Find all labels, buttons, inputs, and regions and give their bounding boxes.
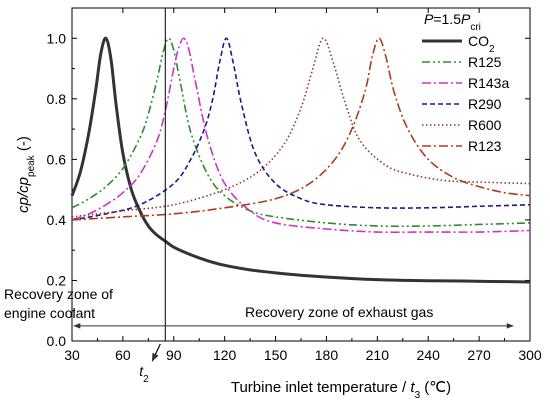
y-tick-label: 0.4 xyxy=(47,212,67,228)
x-tick-label: 270 xyxy=(467,347,491,363)
x-tick-label: 180 xyxy=(315,347,339,363)
annotation-layer: t2 Recovery zone of engine coolant Recovery… xyxy=(4,8,514,385)
x-tick-label: 30 xyxy=(64,347,80,363)
y-tick-label: 0.6 xyxy=(47,151,67,167)
legend-label-r290: R290 xyxy=(468,96,502,112)
x-axis-ticks: 30 60 90 120 150 180 210 240 270 300 xyxy=(64,8,542,363)
series-line-r290 xyxy=(71,37,531,221)
x-tick-label: 90 xyxy=(166,347,182,363)
x-tick-label: 150 xyxy=(264,347,288,363)
x-tick-label: 300 xyxy=(518,347,542,363)
series-line-r143a xyxy=(71,37,531,234)
x-axis-title: Turbine inlet temperature / t3 (℃) xyxy=(231,379,451,401)
y-tick-label: 0.2 xyxy=(47,272,67,288)
series-line-r600 xyxy=(71,37,531,218)
legend-label-co: CO2 xyxy=(468,33,495,55)
series-line-r125 xyxy=(71,37,531,228)
zone-right-label: Recovery zone of exhaust gas xyxy=(245,304,433,320)
y-tick-label: 1.0 xyxy=(47,30,67,46)
legend-label-r600: R600 xyxy=(468,117,502,133)
x-tick-label: 120 xyxy=(213,347,237,363)
x-tick-label: 210 xyxy=(366,347,390,363)
t2-pointer-arrow xyxy=(151,343,161,362)
legend-title: P=1.5Pcri xyxy=(424,11,481,33)
y-tick-label: 0.0 xyxy=(47,333,67,349)
legend-label-r123: R123 xyxy=(468,138,502,154)
series-line-r123 xyxy=(71,37,531,221)
y-axis-ticks: 0.0 0.2 0.4 0.6 0.8 1.0 xyxy=(47,7,530,349)
y-tick-label: 0.8 xyxy=(47,91,67,107)
y-axis-title: cp/cppeak (-) xyxy=(15,136,37,213)
zone-left-label-line2: engine coolant xyxy=(4,305,95,321)
x-tick-label: 240 xyxy=(417,347,441,363)
t2-label: t2 xyxy=(139,363,149,385)
series-line-co xyxy=(70,36,531,284)
series-layer xyxy=(70,36,531,284)
legend-label-r143a: R143a xyxy=(468,75,509,91)
plot-area-frame xyxy=(71,7,531,342)
x-tick-label: 60 xyxy=(115,347,131,363)
zone-left-label-line1: Recovery zone of xyxy=(4,286,113,302)
legend-label-r125: R125 xyxy=(468,54,502,70)
